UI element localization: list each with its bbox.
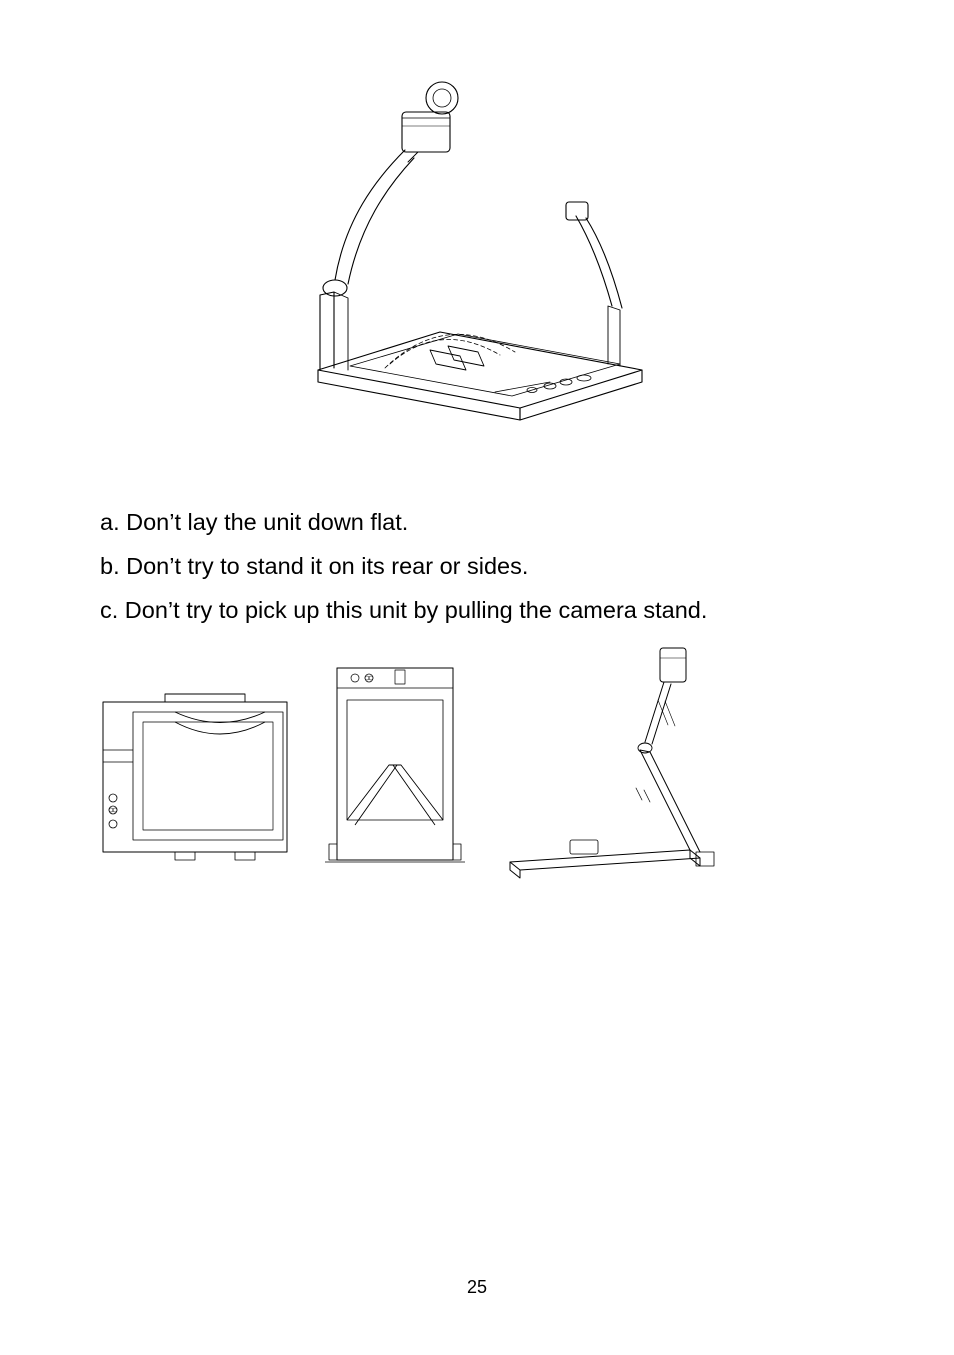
page-number: 25 — [0, 1277, 954, 1298]
figure-b-rear — [325, 660, 465, 870]
instruction-b: b. Don’t try to stand it on its rear or … — [100, 552, 528, 580]
figure-main-isometric — [290, 70, 670, 430]
instruction-a: a. Don’t lay the unit down flat. — [100, 508, 408, 536]
figure-c-lifting — [490, 630, 740, 880]
figure-a-topdown — [95, 690, 295, 865]
instruction-c: c. Don’t try to pick up this unit by pul… — [100, 596, 707, 624]
